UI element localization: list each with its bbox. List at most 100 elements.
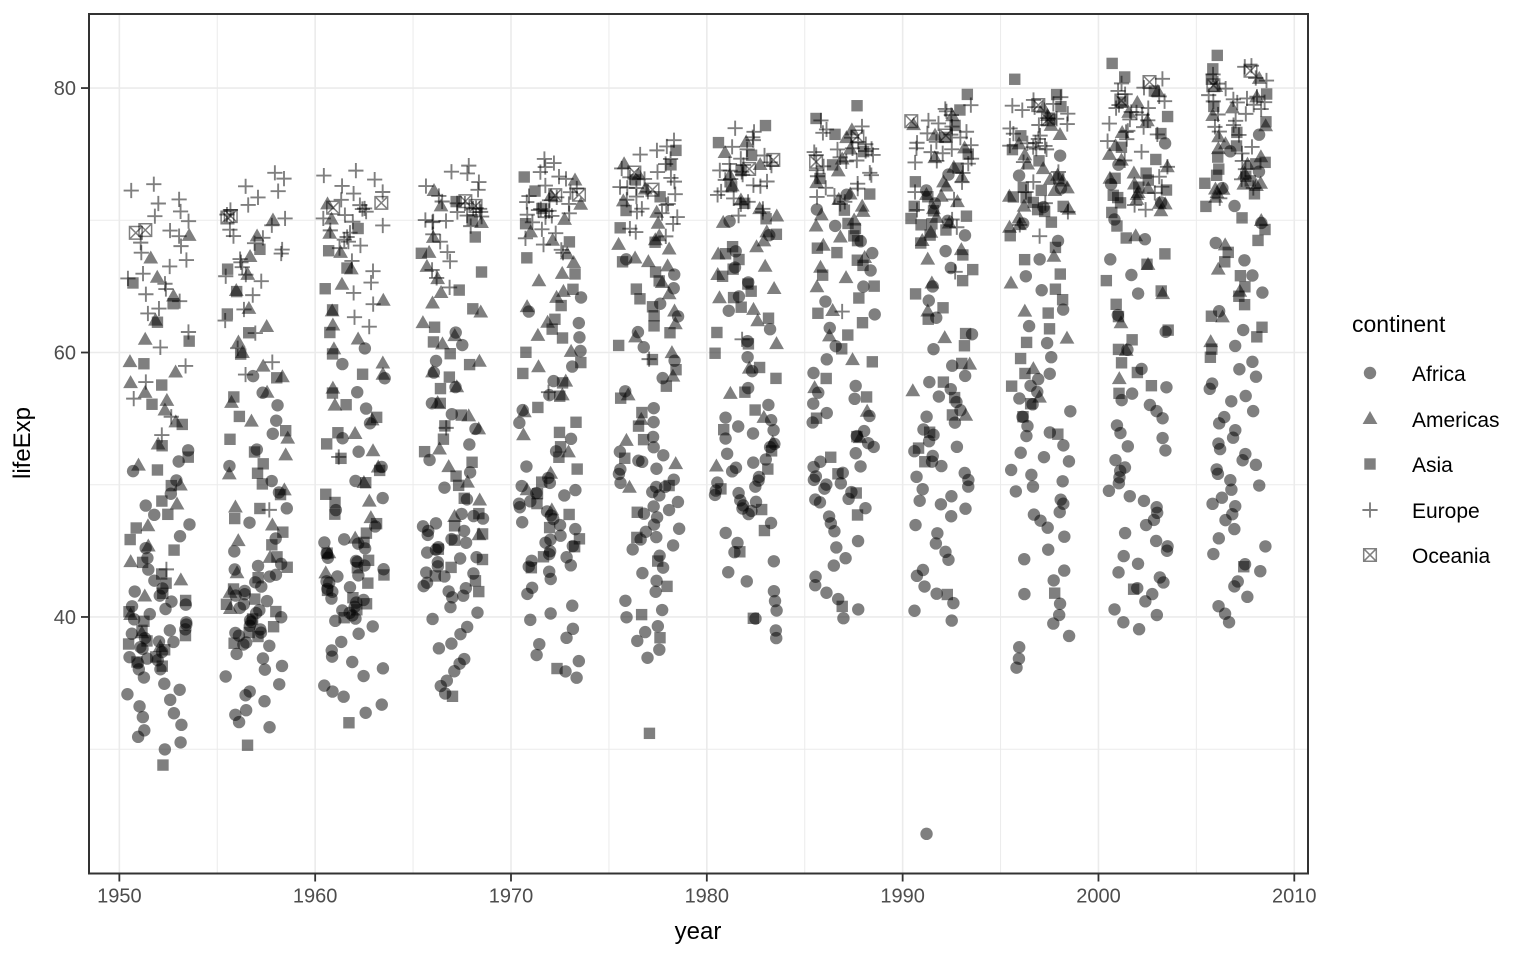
- data-point: [444, 348, 456, 360]
- data-point: [649, 204, 665, 218]
- data-point: [140, 538, 156, 552]
- data-point: [765, 445, 778, 457]
- data-point: [1012, 169, 1026, 182]
- data-point: [622, 221, 638, 237]
- data-point: [1212, 151, 1224, 163]
- data-point: [172, 293, 188, 309]
- data-point: [548, 225, 564, 241]
- data-point: [517, 230, 534, 246]
- data-point: [962, 148, 974, 160]
- data-point: [418, 445, 431, 458]
- data-point: [958, 340, 971, 352]
- data-point: [1159, 248, 1171, 260]
- data-point: [321, 547, 333, 559]
- data-point: [543, 521, 556, 534]
- data-point: [1250, 158, 1262, 170]
- data-point: [1147, 185, 1163, 201]
- data-point: [434, 382, 447, 395]
- data-point: [661, 580, 673, 593]
- data-point: [1199, 177, 1211, 189]
- data-point: [1127, 583, 1140, 595]
- data-point: [1032, 228, 1048, 244]
- data-point: [259, 384, 275, 398]
- data-point: [563, 343, 579, 357]
- data-point: [1027, 508, 1041, 521]
- data-point: [648, 310, 660, 322]
- data-point: [131, 656, 143, 668]
- data-point: [347, 592, 359, 604]
- data-point: [542, 565, 556, 578]
- data-point: [1045, 96, 1061, 112]
- data-point: [830, 541, 843, 554]
- data-point: [347, 425, 363, 439]
- data-point: [756, 233, 772, 247]
- data-point: [530, 202, 547, 218]
- data-point: [905, 212, 917, 225]
- data-point: [868, 308, 881, 321]
- data-point: [1133, 144, 1150, 160]
- data-point: [164, 693, 177, 707]
- data-point: [923, 375, 936, 389]
- data-point: [351, 604, 363, 616]
- data-point: [1160, 184, 1173, 196]
- data-point: [333, 244, 349, 258]
- data-point: [1058, 530, 1071, 543]
- data-point: [472, 492, 488, 506]
- data-point: [850, 129, 865, 144]
- data-point: [370, 411, 383, 424]
- data-point: [650, 480, 663, 494]
- data-point: [637, 341, 650, 354]
- data-point: [1229, 423, 1242, 437]
- data-point: [1112, 343, 1125, 356]
- data-point: [769, 624, 783, 637]
- data-point: [1116, 96, 1128, 108]
- data-point: [766, 152, 781, 167]
- data-point: [346, 285, 362, 301]
- data-point: [718, 423, 730, 436]
- data-point: [932, 390, 946, 403]
- data-point: [558, 171, 574, 187]
- data-point: [1054, 268, 1066, 280]
- data-point: [429, 517, 443, 530]
- data-point: [807, 366, 820, 380]
- data-point: [851, 254, 864, 266]
- data-point: [809, 570, 822, 583]
- data-point: [809, 189, 825, 205]
- data-point: [173, 238, 189, 254]
- data-point: [722, 565, 735, 579]
- data-point: [1018, 587, 1031, 601]
- data-point: [133, 700, 146, 713]
- data-point: [649, 266, 662, 278]
- data-point: [814, 172, 826, 185]
- data-point: [1017, 411, 1029, 423]
- data-point: [739, 141, 755, 157]
- data-point: [448, 520, 461, 532]
- data-point: [1053, 89, 1069, 105]
- data-point: [228, 499, 243, 513]
- data-point: [157, 759, 169, 771]
- data-point: [438, 420, 454, 436]
- data-point: [1225, 395, 1238, 408]
- data-point: [432, 642, 446, 655]
- data-point: [217, 312, 233, 329]
- data-point: [138, 374, 154, 390]
- data-point: [554, 265, 570, 279]
- data-point: [1215, 309, 1230, 323]
- data-point: [822, 328, 837, 342]
- data-point: [1119, 71, 1131, 83]
- data-point: [141, 635, 153, 647]
- data-point: [1118, 461, 1132, 474]
- data-point: [171, 191, 187, 208]
- data-point: [1099, 133, 1116, 149]
- data-point: [1024, 397, 1037, 410]
- data-point: [1035, 161, 1051, 175]
- data-point: [946, 191, 962, 208]
- data-point: [531, 497, 543, 510]
- data-point: [1050, 164, 1067, 180]
- data-point: [573, 331, 586, 344]
- data-point: [1210, 463, 1223, 476]
- data-point: [651, 620, 665, 633]
- data-point: [224, 433, 236, 445]
- data-point: [569, 268, 581, 280]
- data-point: [450, 195, 462, 208]
